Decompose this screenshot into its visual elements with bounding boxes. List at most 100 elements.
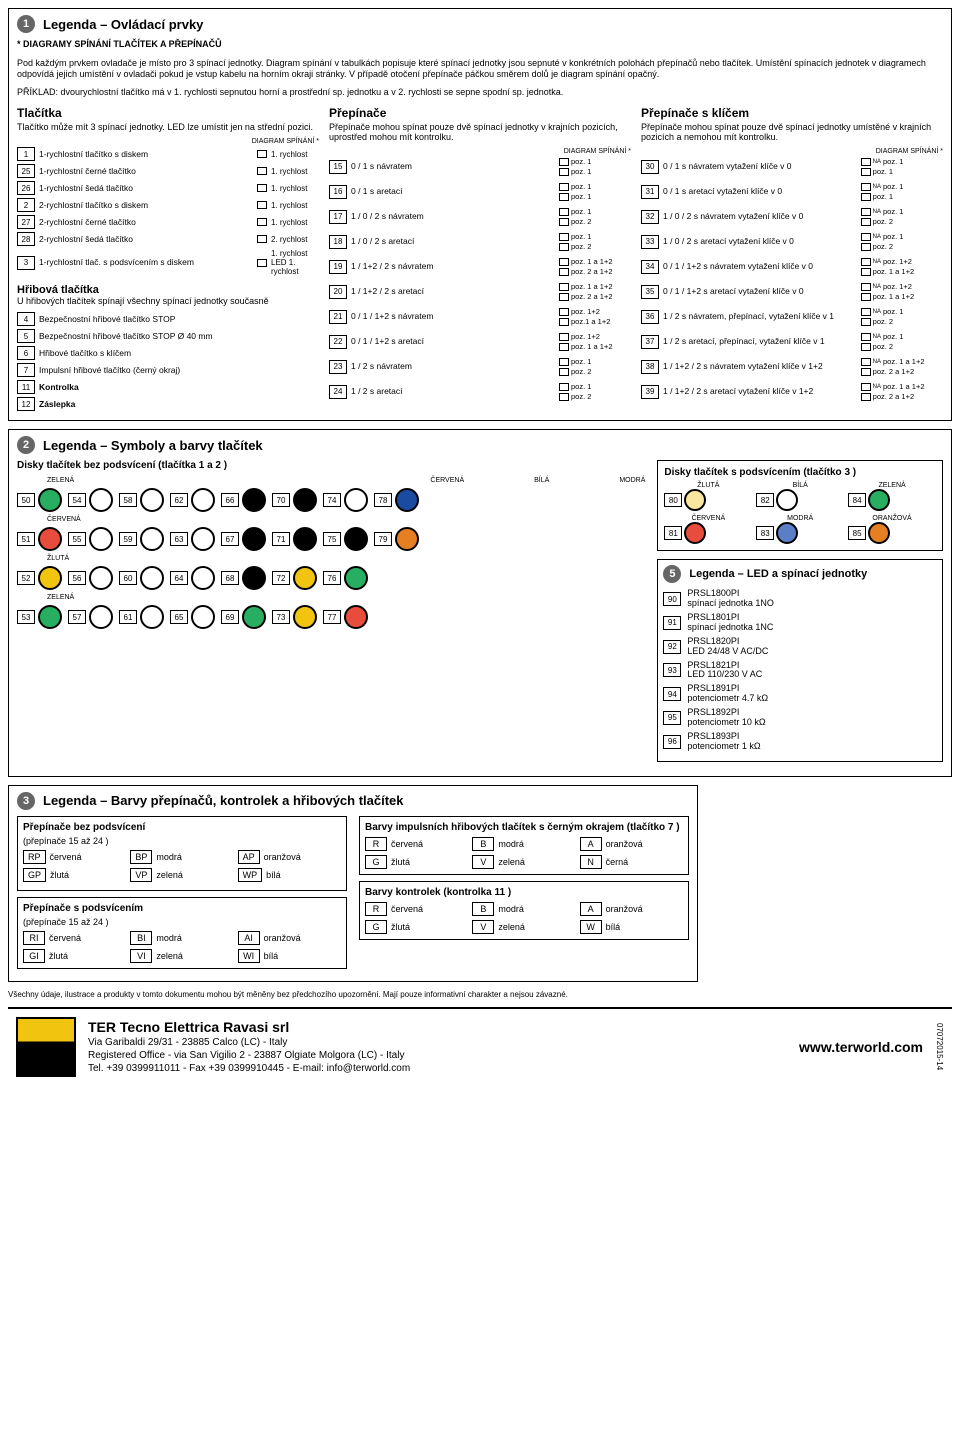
contact: Tel. +39 0399911011 - Fax +39 0399910445… xyxy=(88,1062,410,1075)
diagram-box xyxy=(861,218,871,226)
symbol-icon xyxy=(38,527,62,551)
section-title: Legenda – Barvy přepínačů, kontrolek a h… xyxy=(43,793,404,808)
diagram-box xyxy=(559,283,569,291)
color-label: ČERVENÁ xyxy=(430,477,464,484)
col-title: Přepínače s klíčem xyxy=(641,106,943,120)
color-name: oranžová xyxy=(264,852,301,862)
diagram-box xyxy=(559,258,569,266)
symbol-item: 63 xyxy=(170,527,215,551)
item-number: 35 xyxy=(641,285,659,299)
color-name: oranžová xyxy=(606,839,643,849)
speed-label: 1. rychlost xyxy=(271,218,319,227)
symbol-item: 77 xyxy=(323,605,368,629)
symbol-number: 81 xyxy=(664,526,682,540)
led-text: PRSL1800PIspínací jednotka 1NO xyxy=(687,589,774,609)
code: A xyxy=(580,837,602,851)
diagram-box xyxy=(257,218,267,226)
symbol-item: 78 xyxy=(374,488,419,512)
code: GI xyxy=(23,949,45,963)
diagram-box xyxy=(559,343,569,351)
diagram-box xyxy=(861,308,871,316)
diag-label: DIAGRAM SPÍNÁNÍ * xyxy=(17,138,319,145)
code: B xyxy=(472,837,494,851)
symbol-number: 65 xyxy=(170,610,188,624)
symbol-number: 61 xyxy=(119,610,137,624)
diagram-box xyxy=(559,168,569,176)
prepinace-bez-podsviceni: Přepínače bez podsvícení (přepínače 15 a… xyxy=(17,816,347,891)
item-label: 1 / 2 s aretací xyxy=(351,387,555,396)
item-number: 38 xyxy=(641,360,659,374)
diagram-box xyxy=(559,183,569,191)
code: A xyxy=(580,902,602,916)
diagram-heading: * DIAGRAMY SPÍNÁNÍ TLAČÍTEK A PŘEPÍNAČŮ xyxy=(17,39,943,50)
color-label: ŽLUTÁ xyxy=(47,555,645,562)
symbol-icon xyxy=(242,605,266,629)
symbol-icon xyxy=(868,489,890,511)
color-code-item: Bmodrá xyxy=(472,902,575,916)
col-prepinace: Přepínače Přepínače mohou spínat pouze d… xyxy=(329,106,631,414)
disky-s-podsvicenim: Disky tlačítek s podsvícením (tlačítko 3… xyxy=(657,460,943,551)
ter-logo xyxy=(16,1017,76,1077)
address-2: Registered Office - via San Vigilio 2 - … xyxy=(88,1049,410,1062)
symbol-icon xyxy=(191,527,215,551)
color-code-item: Rčervená xyxy=(365,902,468,916)
col-prepinace-klicem: Přepínače s klíčem Přepínače mohou spína… xyxy=(641,106,943,414)
color-code-item: RIčervená xyxy=(23,931,126,945)
button-item: 282-rychlostní šedá tlačítko2. rychlost xyxy=(17,232,319,246)
item-label: 0 / 1 s návratem vytažení klíče v 0 xyxy=(663,162,857,171)
diagram-box xyxy=(257,184,267,192)
symbol-item: 58 xyxy=(119,488,164,512)
code: GP xyxy=(23,868,46,882)
button-item: 272-rychlostní černé tlačítko1. rychlost xyxy=(17,215,319,229)
code: VI xyxy=(130,949,152,963)
code: WI xyxy=(238,949,260,963)
right-column: Disky tlačítek s podsvícením (tlačítko 3… xyxy=(657,460,943,769)
item-number: 39 xyxy=(641,385,659,399)
diagram-box xyxy=(559,318,569,326)
led-item: 92PRSL1820PILED 24/48 V AC/DC xyxy=(663,637,937,657)
symbol-icon xyxy=(89,566,113,590)
item-label: 2-rychlostní šedá tlačítko xyxy=(39,235,253,244)
item-number: 1 xyxy=(17,147,35,161)
symbol-icon xyxy=(191,605,215,629)
symbol-item: 57 xyxy=(68,605,113,629)
symbol-number: 56 xyxy=(68,571,86,585)
footer: TER Tecno Elettrica Ravasi srl Via Garib… xyxy=(8,1007,952,1085)
diagram-box xyxy=(257,259,267,267)
poz-label: poz. 1 xyxy=(571,357,631,366)
diagram-box xyxy=(559,158,569,166)
color-code-item: Aoranžová xyxy=(580,902,683,916)
item-label: 1 / 1+2 / 2 s návratem xyxy=(351,262,555,271)
item-number: 24 xyxy=(329,385,347,399)
poz-label: poz. 2 a 1+2 xyxy=(873,392,933,401)
poz-label: poz. 1 xyxy=(883,182,943,191)
speed-label: 1. rychlost xyxy=(271,167,319,176)
symbol-icon xyxy=(38,566,62,590)
code: BI xyxy=(130,931,152,945)
button-item: 31-rychlostní tlač. s podsvícením s disk… xyxy=(17,249,319,276)
color-label: ČERVENÁ xyxy=(47,516,645,523)
color-name: bílá xyxy=(266,870,281,880)
poz-label: poz. 2 xyxy=(571,242,631,251)
item-label: Záslepka xyxy=(39,400,319,409)
button-item: 11-rychlostní tlačítko s diskem1. rychlo… xyxy=(17,147,319,161)
symbol-number: 53 xyxy=(17,610,35,624)
symbol-icon xyxy=(140,566,164,590)
diagram-box xyxy=(861,293,871,301)
color-name: žlutá xyxy=(49,951,68,961)
symbol-item: 64 xyxy=(170,566,215,590)
item-label: Kontrolka xyxy=(39,383,319,392)
color-name: žlutá xyxy=(391,922,410,932)
switch-item: 37 1 / 2 s aretací, přepínací, vytažení … xyxy=(641,332,943,351)
item-number: 28 xyxy=(17,232,35,246)
item-label: 1-rychlostní tlač. s podsvícením s diske… xyxy=(39,258,253,267)
poz-label: poz. 1 xyxy=(883,207,943,216)
item-label: 1 / 0 / 2 s návratem xyxy=(351,212,555,221)
led-text: PRSL1891PIpotenciometr 4.7 kΩ xyxy=(687,684,768,704)
switch-item: 21 0 / 1 / 1+2 s návratem poz. 1+2 poz.1… xyxy=(329,307,631,326)
item-number: 32 xyxy=(641,210,659,224)
symbol-number: 83 xyxy=(756,526,774,540)
diagram-box xyxy=(559,393,569,401)
diagram-box xyxy=(559,368,569,376)
section-symboly-barvy: 2 Legenda – Symboly a barvy tlačítek Dis… xyxy=(8,429,952,776)
